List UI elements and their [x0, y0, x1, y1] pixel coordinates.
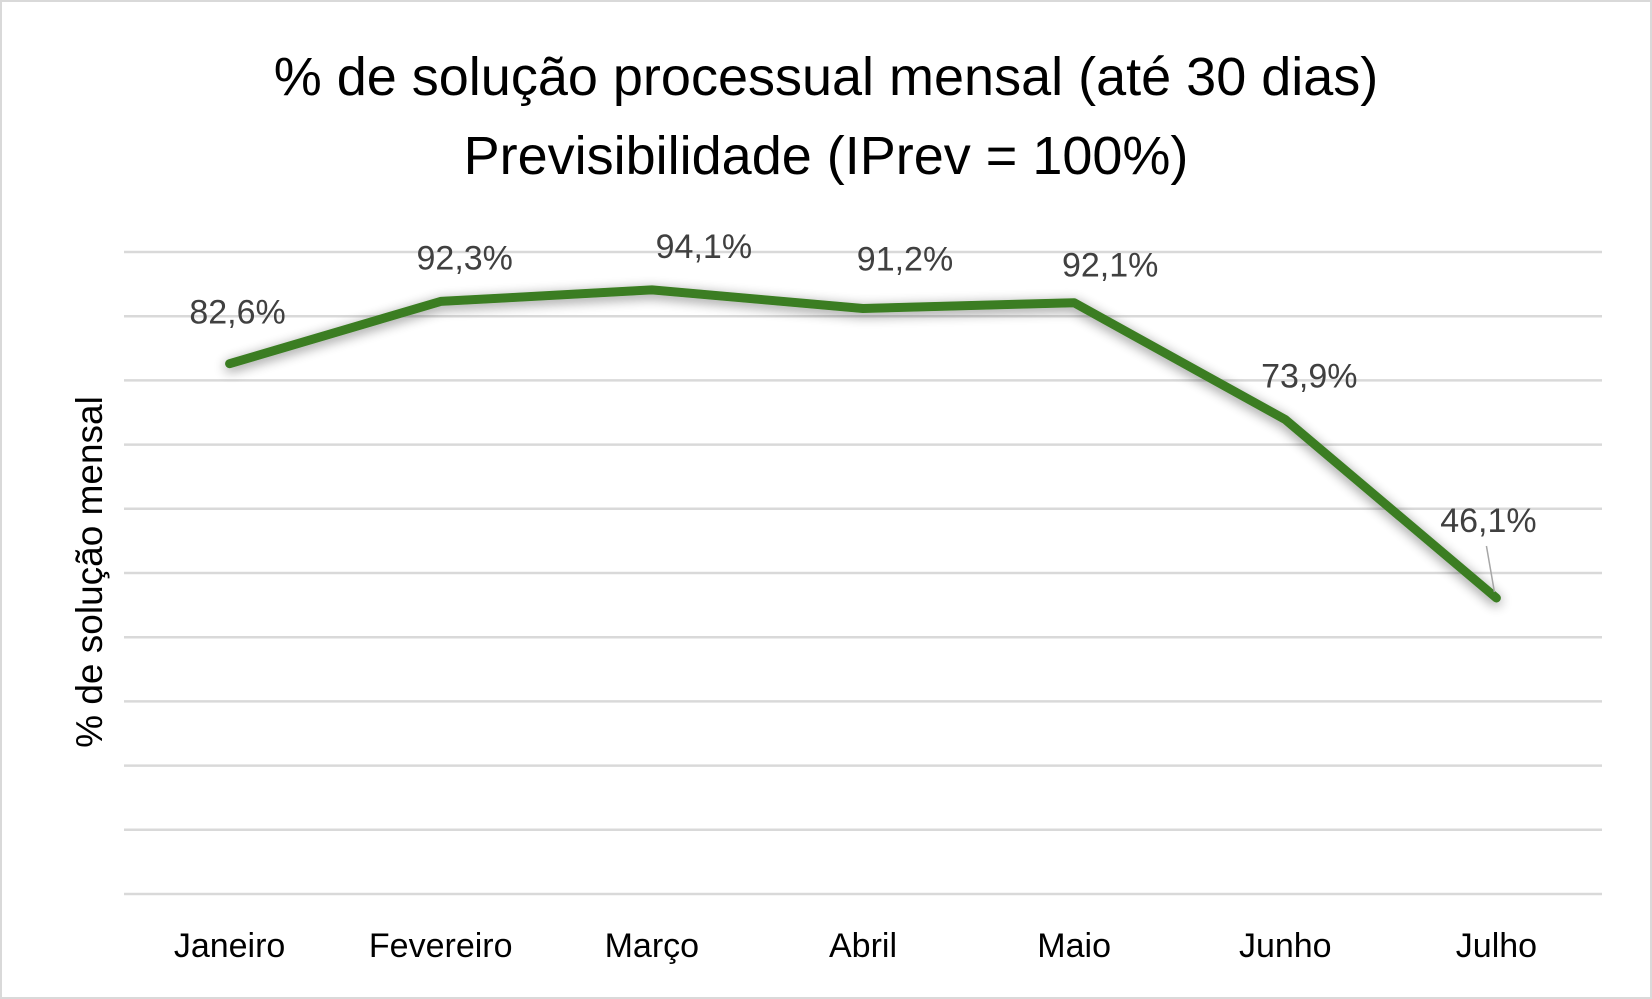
- data-label: 92,1%: [1062, 247, 1158, 285]
- data-label: 94,1%: [656, 228, 752, 266]
- data-point: [861, 306, 865, 310]
- x-tick-label: Julho: [1456, 927, 1537, 965]
- gridlines: [124, 250, 1602, 896]
- y-axis-label: % de solução mensal: [69, 396, 110, 748]
- x-tick-label: Abril: [829, 927, 897, 965]
- x-tick-label: Fevereiro: [369, 927, 513, 965]
- series-layer: [225, 285, 1501, 603]
- data-label: 46,1%: [1440, 502, 1536, 540]
- x-tick-label: Maio: [1037, 927, 1111, 965]
- data-labels: 82,6% 92,3% 94,1% 91,2% 92,1% 73,9% 46,1%: [189, 228, 1537, 593]
- data-label-leader: [1485, 545, 1496, 593]
- data-label: 91,2%: [857, 240, 953, 278]
- data-label: 82,6%: [189, 294, 285, 332]
- data-point: [1494, 596, 1498, 600]
- x-tick-label: Janeiro: [174, 927, 286, 965]
- chart-subtitle: Previsibilidade (IPrev = 100%): [464, 126, 1189, 186]
- data-point: [650, 288, 654, 292]
- x-tick-label: Março: [605, 927, 699, 965]
- data-label: 73,9%: [1261, 358, 1357, 396]
- data-point: [1283, 418, 1287, 422]
- data-point: [1072, 301, 1076, 305]
- data-point: [228, 362, 232, 366]
- x-tick-label: Junho: [1239, 927, 1332, 965]
- data-point: [439, 299, 443, 303]
- chart-title: % de solução processual mensal (até 30 d…: [274, 47, 1379, 107]
- data-label: 92,3%: [417, 239, 513, 277]
- x-axis-ticks: Janeiro Fevereiro Março Abril Maio Junho Julho: [174, 927, 1537, 965]
